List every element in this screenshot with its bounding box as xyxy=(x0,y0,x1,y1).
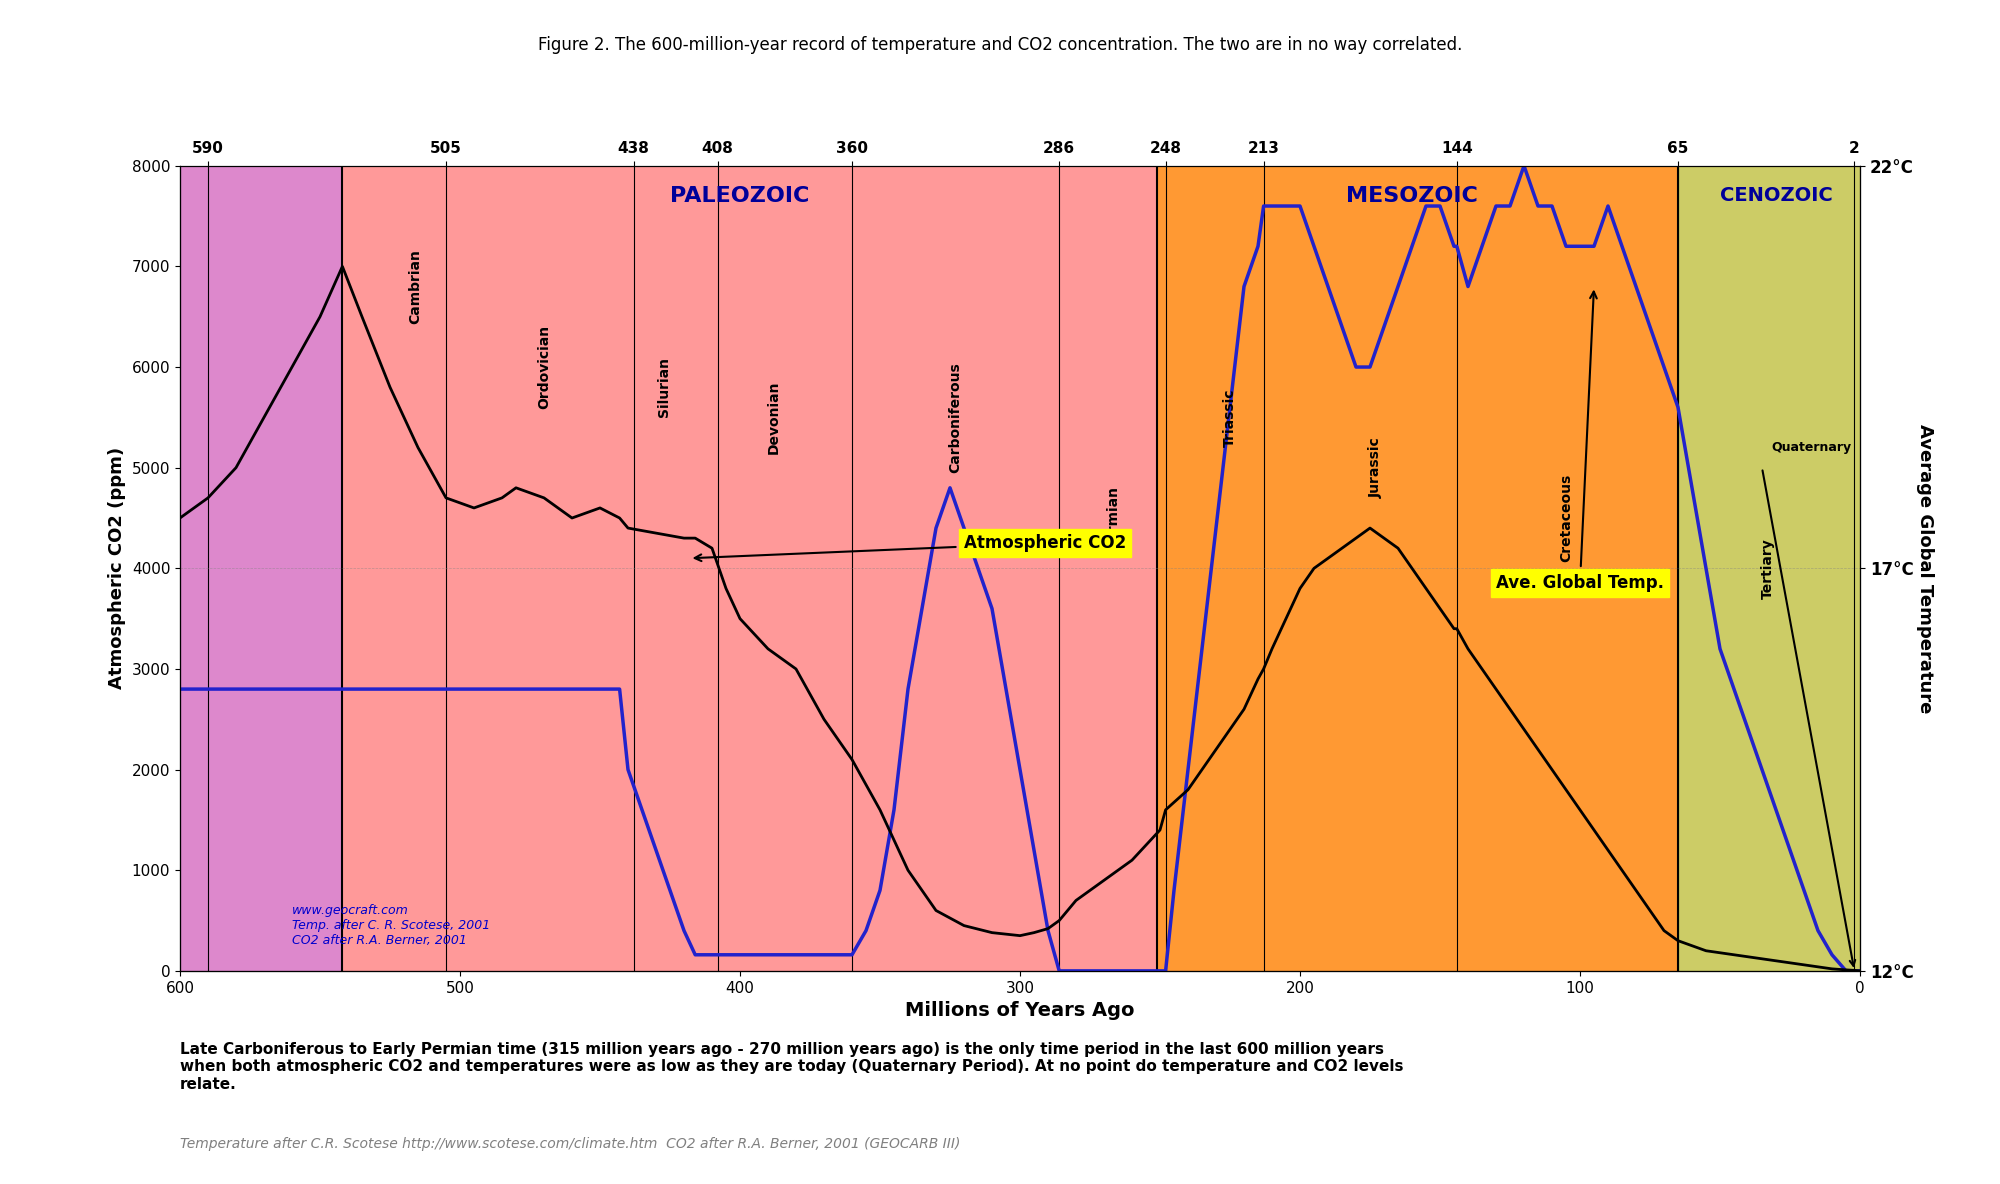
Bar xyxy=(180,166,342,971)
Text: Atmospheric CO2: Atmospheric CO2 xyxy=(694,534,1126,561)
Text: Late Carboniferous to Early Permian time (315 million years ago - 270 million ye: Late Carboniferous to Early Permian time… xyxy=(180,1042,1404,1092)
Bar xyxy=(1678,166,1860,971)
Text: Figure 2. The 600-million-year record of temperature and CO2 concentration. The : Figure 2. The 600-million-year record of… xyxy=(538,36,1462,53)
Text: Triassic: Triassic xyxy=(1222,388,1236,446)
Bar xyxy=(342,166,1158,971)
Text: Cambrian: Cambrian xyxy=(408,249,422,324)
Text: Cretaceous: Cretaceous xyxy=(1558,474,1572,562)
Y-axis label: Average Global Temperature: Average Global Temperature xyxy=(1916,424,1934,713)
Text: Carboniferous: Carboniferous xyxy=(948,362,962,472)
Text: Quaternary: Quaternary xyxy=(1772,442,1852,453)
X-axis label: Millions of Years Ago: Millions of Years Ago xyxy=(906,1002,1134,1021)
Y-axis label: Atmospheric CO2 (ppm): Atmospheric CO2 (ppm) xyxy=(108,448,126,689)
Text: Ave. Global Temp.: Ave. Global Temp. xyxy=(1496,291,1664,592)
Text: PALEOZOIC: PALEOZOIC xyxy=(670,186,810,206)
Text: MESOZOIC: MESOZOIC xyxy=(1346,186,1478,206)
Text: Devonian: Devonian xyxy=(766,380,780,455)
Bar xyxy=(1158,166,1678,971)
Text: Temperature after C.R. Scotese http://www.scotese.com/climate.htm  CO2 after R.A: Temperature after C.R. Scotese http://ww… xyxy=(180,1137,960,1151)
Text: Permian: Permian xyxy=(1106,485,1120,551)
Text: Ordovician: Ordovician xyxy=(536,324,550,410)
Text: CENOZOIC: CENOZOIC xyxy=(1720,186,1832,206)
Text: www.geocraft.com
Temp. after C. R. Scotese, 2001
CO2 after R.A. Berner, 2001: www.geocraft.com Temp. after C. R. Scote… xyxy=(292,905,490,947)
Text: Silurian: Silurian xyxy=(658,358,672,417)
Text: Tertiary: Tertiary xyxy=(1760,538,1774,599)
Text: Jurassic: Jurassic xyxy=(1368,437,1382,498)
